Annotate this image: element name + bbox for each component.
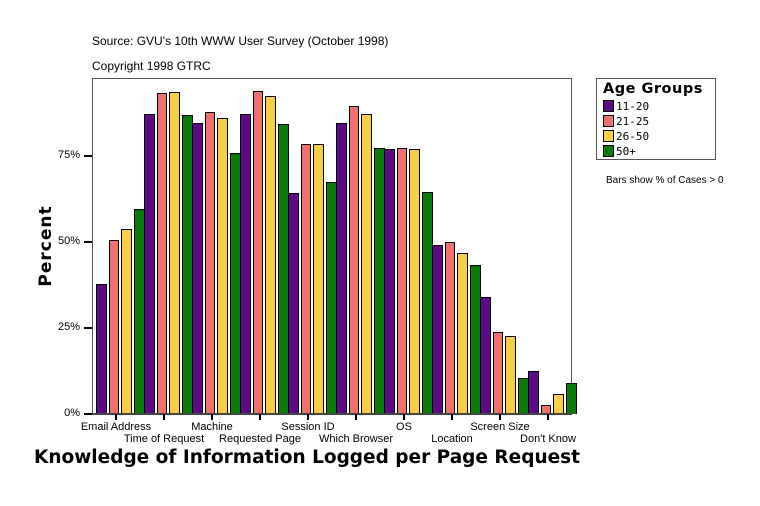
legend-item-50-plus: 50+ <box>603 144 636 158</box>
y-tick-label: 0% <box>64 407 80 419</box>
y-tick <box>84 241 92 243</box>
x-tick-label: Machine <box>191 421 233 433</box>
x-tick-label: OS <box>396 421 412 433</box>
x-tick <box>355 414 357 420</box>
x-axis-title: Knowledge of Information Logged per Page… <box>34 447 581 468</box>
legend-note: Bars show % of Cases > 0 <box>606 175 724 186</box>
legend-title: Age Groups <box>603 81 703 97</box>
bar-26-50-0 <box>121 228 132 414</box>
legend-label: 50+ <box>616 144 636 158</box>
y-tick-label: 25% <box>57 321 80 333</box>
bar-21-25-4 <box>300 143 312 414</box>
x-tick-label: Email Address <box>80 421 152 433</box>
x-tick-label: Location <box>431 433 473 445</box>
x-tick <box>451 414 453 420</box>
source-caption: Source: GVU's 10th WWW User Survey (Octo… <box>92 34 389 48</box>
x-tick <box>259 414 261 420</box>
bar-21-25-1 <box>156 93 168 414</box>
bar-11-20-5 <box>336 122 347 414</box>
bar-26-50-6 <box>409 149 420 414</box>
x-tick-label: Session ID <box>281 421 335 433</box>
x-tick <box>163 414 165 420</box>
x-tick-label: Which Browser <box>319 433 393 445</box>
bar-11-20-3 <box>240 114 251 414</box>
plot-area <box>92 78 572 414</box>
bar-21-25-0 <box>108 239 120 414</box>
bar-11-20-7 <box>432 245 443 414</box>
y-axis-title: Percent <box>36 205 56 287</box>
bar-11-20-6 <box>384 149 395 414</box>
copyright-caption: Copyright 1998 GTRC <box>92 59 211 73</box>
legend: Age Groups 11-20 21-25 26-50 50+ <box>596 78 716 160</box>
y-tick-label: 50% <box>57 235 80 247</box>
bar-11-20-8 <box>480 297 491 414</box>
legend-label: 21-25 <box>616 114 650 128</box>
y-tick <box>84 413 92 415</box>
bar-21-25-5 <box>348 106 360 414</box>
x-tick <box>499 414 501 420</box>
bar-26-50-4 <box>313 143 324 414</box>
bar-21-25-3 <box>252 90 264 414</box>
legend-label: 26-50 <box>616 129 650 143</box>
bar-26-50-1 <box>169 92 180 414</box>
bar-26-50-8 <box>505 335 516 414</box>
legend-item-21-25: 21-25 <box>603 114 649 128</box>
legend-label: 11-20 <box>616 99 650 113</box>
bar-21-25-2 <box>204 111 216 414</box>
legend-swatch <box>603 115 614 127</box>
y-tick <box>84 327 92 329</box>
bar-26-50-9 <box>553 394 564 414</box>
x-tick-label: Time of Request <box>123 433 205 445</box>
legend-item-11-20: 11-20 <box>603 99 649 113</box>
x-tick <box>547 414 549 420</box>
x-tick-label: Screen Size <box>470 421 530 433</box>
x-tick <box>403 414 405 420</box>
bar-11-20-9 <box>528 371 539 414</box>
bar-21-25-6 <box>396 148 408 414</box>
x-axis-line <box>92 413 572 415</box>
legend-swatch <box>603 145 614 157</box>
bar-11-20-4 <box>288 193 299 414</box>
x-tick <box>211 414 213 420</box>
legend-item-26-50: 26-50 <box>603 129 649 143</box>
legend-swatch <box>603 130 614 142</box>
bar-26-50-2 <box>217 118 228 414</box>
y-tick-label: 75% <box>57 149 80 161</box>
bar-21-25-8 <box>492 332 504 414</box>
bar-26-50-7 <box>457 253 468 414</box>
bar-26-50-3 <box>265 96 276 414</box>
bar-21-25-9 <box>540 405 552 414</box>
bar-11-20-1 <box>144 114 155 414</box>
x-tick <box>115 414 117 420</box>
legend-swatch <box>603 100 614 112</box>
y-tick <box>84 155 92 157</box>
bar-11-20-2 <box>192 122 203 414</box>
x-tick <box>307 414 309 420</box>
bar-26-50-5 <box>361 114 372 414</box>
bar-11-20-0 <box>96 283 107 414</box>
x-tick-label: Don't Know <box>520 433 576 445</box>
x-tick-label: Requested Page <box>219 433 301 445</box>
bar-50+-9 <box>566 383 577 414</box>
bar-21-25-7 <box>444 242 456 414</box>
